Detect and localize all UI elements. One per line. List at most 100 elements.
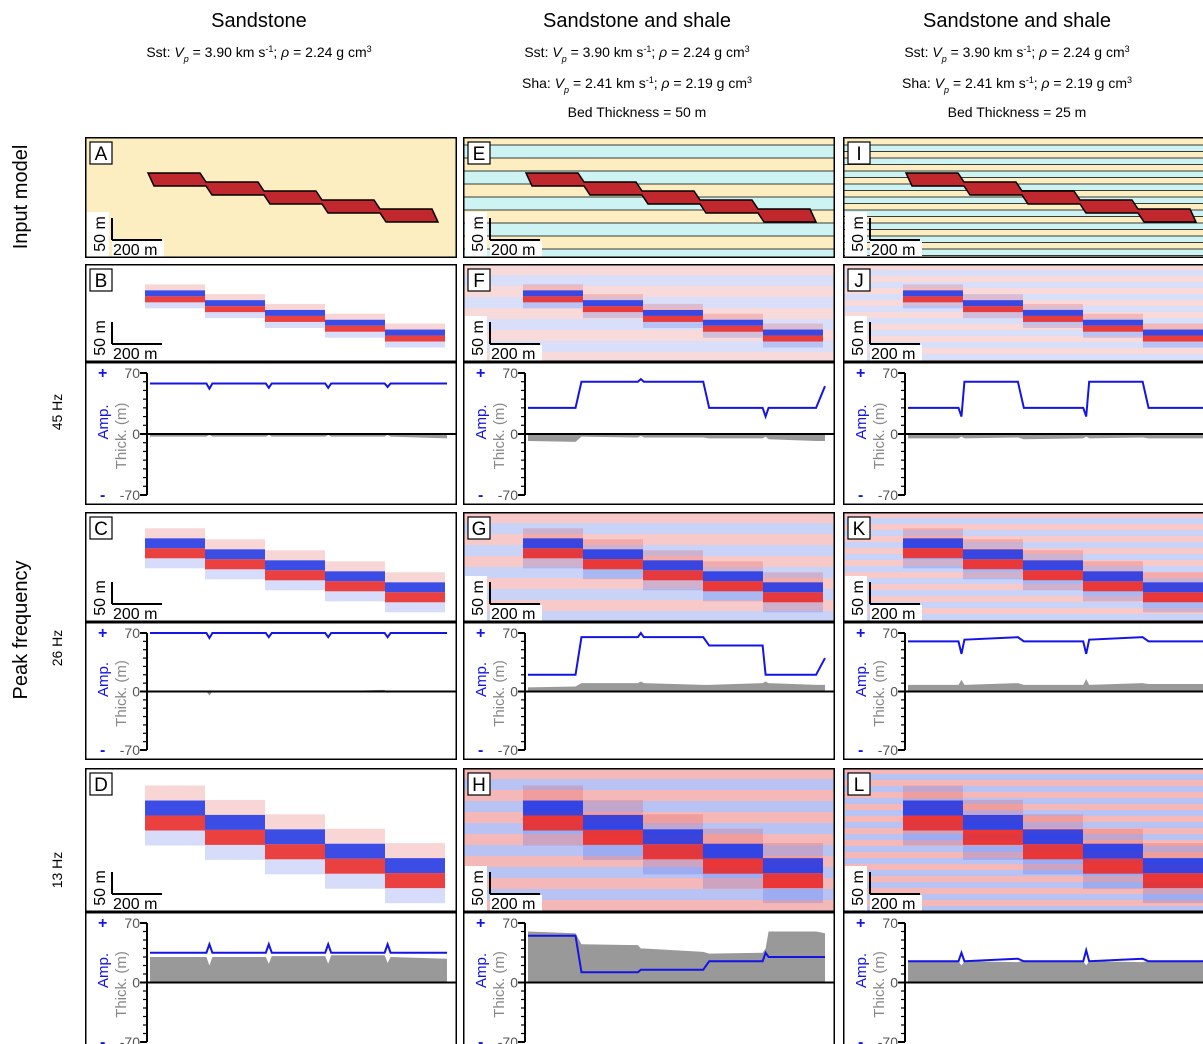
- reflection: [643, 315, 703, 322]
- scale-label: 200 m: [491, 242, 535, 259]
- reflection: [523, 815, 583, 831]
- scale-bg: [112, 241, 164, 258]
- axis-sign: -: [478, 742, 483, 759]
- scale-bg: [465, 212, 487, 257]
- letter-box: [847, 516, 871, 540]
- panel-border: [85, 264, 457, 362]
- section-stripe: [843, 780, 1203, 786]
- reflection: [385, 329, 445, 336]
- reflection: [265, 580, 325, 591]
- text-part: Sst:: [146, 44, 174, 60]
- panel-border: [843, 362, 1203, 505]
- scale-label: 50 m: [850, 580, 867, 616]
- reflection: [963, 559, 1023, 570]
- section-stripe: [843, 530, 1203, 536]
- section-stripe: [843, 882, 1203, 888]
- text-part: = 3.90 km s: [189, 44, 266, 60]
- frequency-label: 45 Hz: [49, 394, 65, 431]
- section-stripe: [463, 823, 835, 834]
- reflection: [205, 549, 265, 560]
- section-stripe: [843, 888, 1203, 894]
- model-layer: [463, 223, 835, 236]
- reflection: [385, 873, 445, 889]
- section-stripe: [463, 900, 835, 911]
- text-part: Sst:: [904, 44, 932, 60]
- model-layer: [843, 236, 1203, 243]
- reflection: [643, 580, 703, 591]
- section-stripe: [463, 275, 835, 286]
- panel-border: [85, 362, 457, 505]
- sand-body: [904, 172, 1198, 223]
- panel-group: -70 0 70 + - Amp. Thick. (m): [85, 362, 457, 505]
- reflection: [763, 335, 823, 342]
- panel-group: -70 0 70 + - Amp. Thick. (m): [843, 362, 1203, 505]
- reflection: [325, 319, 385, 326]
- reflection: [643, 303, 703, 310]
- scale-label: 50 m: [470, 216, 487, 252]
- panel-border: [843, 512, 1203, 622]
- scale-bg: [112, 605, 164, 622]
- text-part: p: [183, 54, 189, 64]
- text-part: = 3.90 km s: [567, 44, 644, 60]
- axis-sign: -: [478, 1034, 483, 1044]
- axis-label: Thick. (m): [491, 403, 508, 470]
- text-part: p: [563, 85, 569, 95]
- section-stripe: [463, 856, 835, 867]
- axis-label: Amp.: [95, 953, 112, 988]
- reflection: [325, 561, 385, 572]
- reflection: [265, 814, 325, 830]
- reflection: [523, 290, 583, 297]
- reflection: [703, 591, 763, 602]
- y-tick-label: -70: [498, 487, 518, 503]
- reflection: [643, 814, 703, 830]
- reflection: [1143, 329, 1203, 336]
- axis-label: Amp.: [473, 662, 490, 697]
- section-stripe: [463, 878, 835, 889]
- reflection: [205, 569, 265, 580]
- model-layer: [463, 249, 835, 258]
- reflection: [145, 548, 205, 559]
- reflection: [703, 319, 763, 326]
- reflection: [763, 323, 823, 330]
- reflection: [963, 312, 1023, 319]
- reflection: [703, 828, 763, 844]
- reflection: [205, 559, 265, 570]
- axis-label: Amp.: [473, 404, 490, 439]
- section-stripe: [843, 342, 1203, 348]
- reflection: [963, 829, 1023, 845]
- reflection: [205, 294, 265, 301]
- text-part: ;: [654, 75, 662, 91]
- reflection: [963, 844, 1023, 860]
- reflection: [325, 331, 385, 338]
- reflection: [1023, 315, 1083, 322]
- text-part: -1: [643, 44, 651, 54]
- text-part: 3: [1127, 75, 1132, 85]
- y-tick-label: 70: [502, 915, 518, 931]
- reflection: [265, 859, 325, 875]
- reflection: [1023, 859, 1083, 875]
- y-tick-label: 70: [124, 625, 140, 641]
- panel-group: -70 0 70 + - Amp. Thick. (m): [843, 622, 1203, 760]
- text-part: -1: [1026, 75, 1034, 85]
- y-tick-label: -70: [120, 487, 140, 503]
- section-stripe: [843, 348, 1203, 354]
- y-tick-label: -70: [498, 742, 518, 758]
- reflection: [145, 302, 205, 309]
- text-part: -1: [265, 44, 273, 54]
- scale-label: 50 m: [470, 580, 487, 616]
- letter-box: [467, 772, 491, 796]
- axis-label: Amp.: [473, 953, 490, 988]
- axis-sign: +: [856, 915, 865, 932]
- reflection: [583, 539, 643, 550]
- panel-border: [843, 912, 1203, 1044]
- panel-border: [85, 768, 457, 912]
- reflection: [145, 815, 205, 831]
- scale-label: 200 m: [871, 896, 915, 913]
- reflection: [703, 325, 763, 332]
- panel-group: 50 m 200 m C: [85, 512, 457, 622]
- scale-label: 50 m: [92, 216, 109, 252]
- reflection: [643, 844, 703, 860]
- reflection: [523, 785, 583, 801]
- reflection: [903, 785, 963, 801]
- panel-letter: A: [95, 144, 108, 165]
